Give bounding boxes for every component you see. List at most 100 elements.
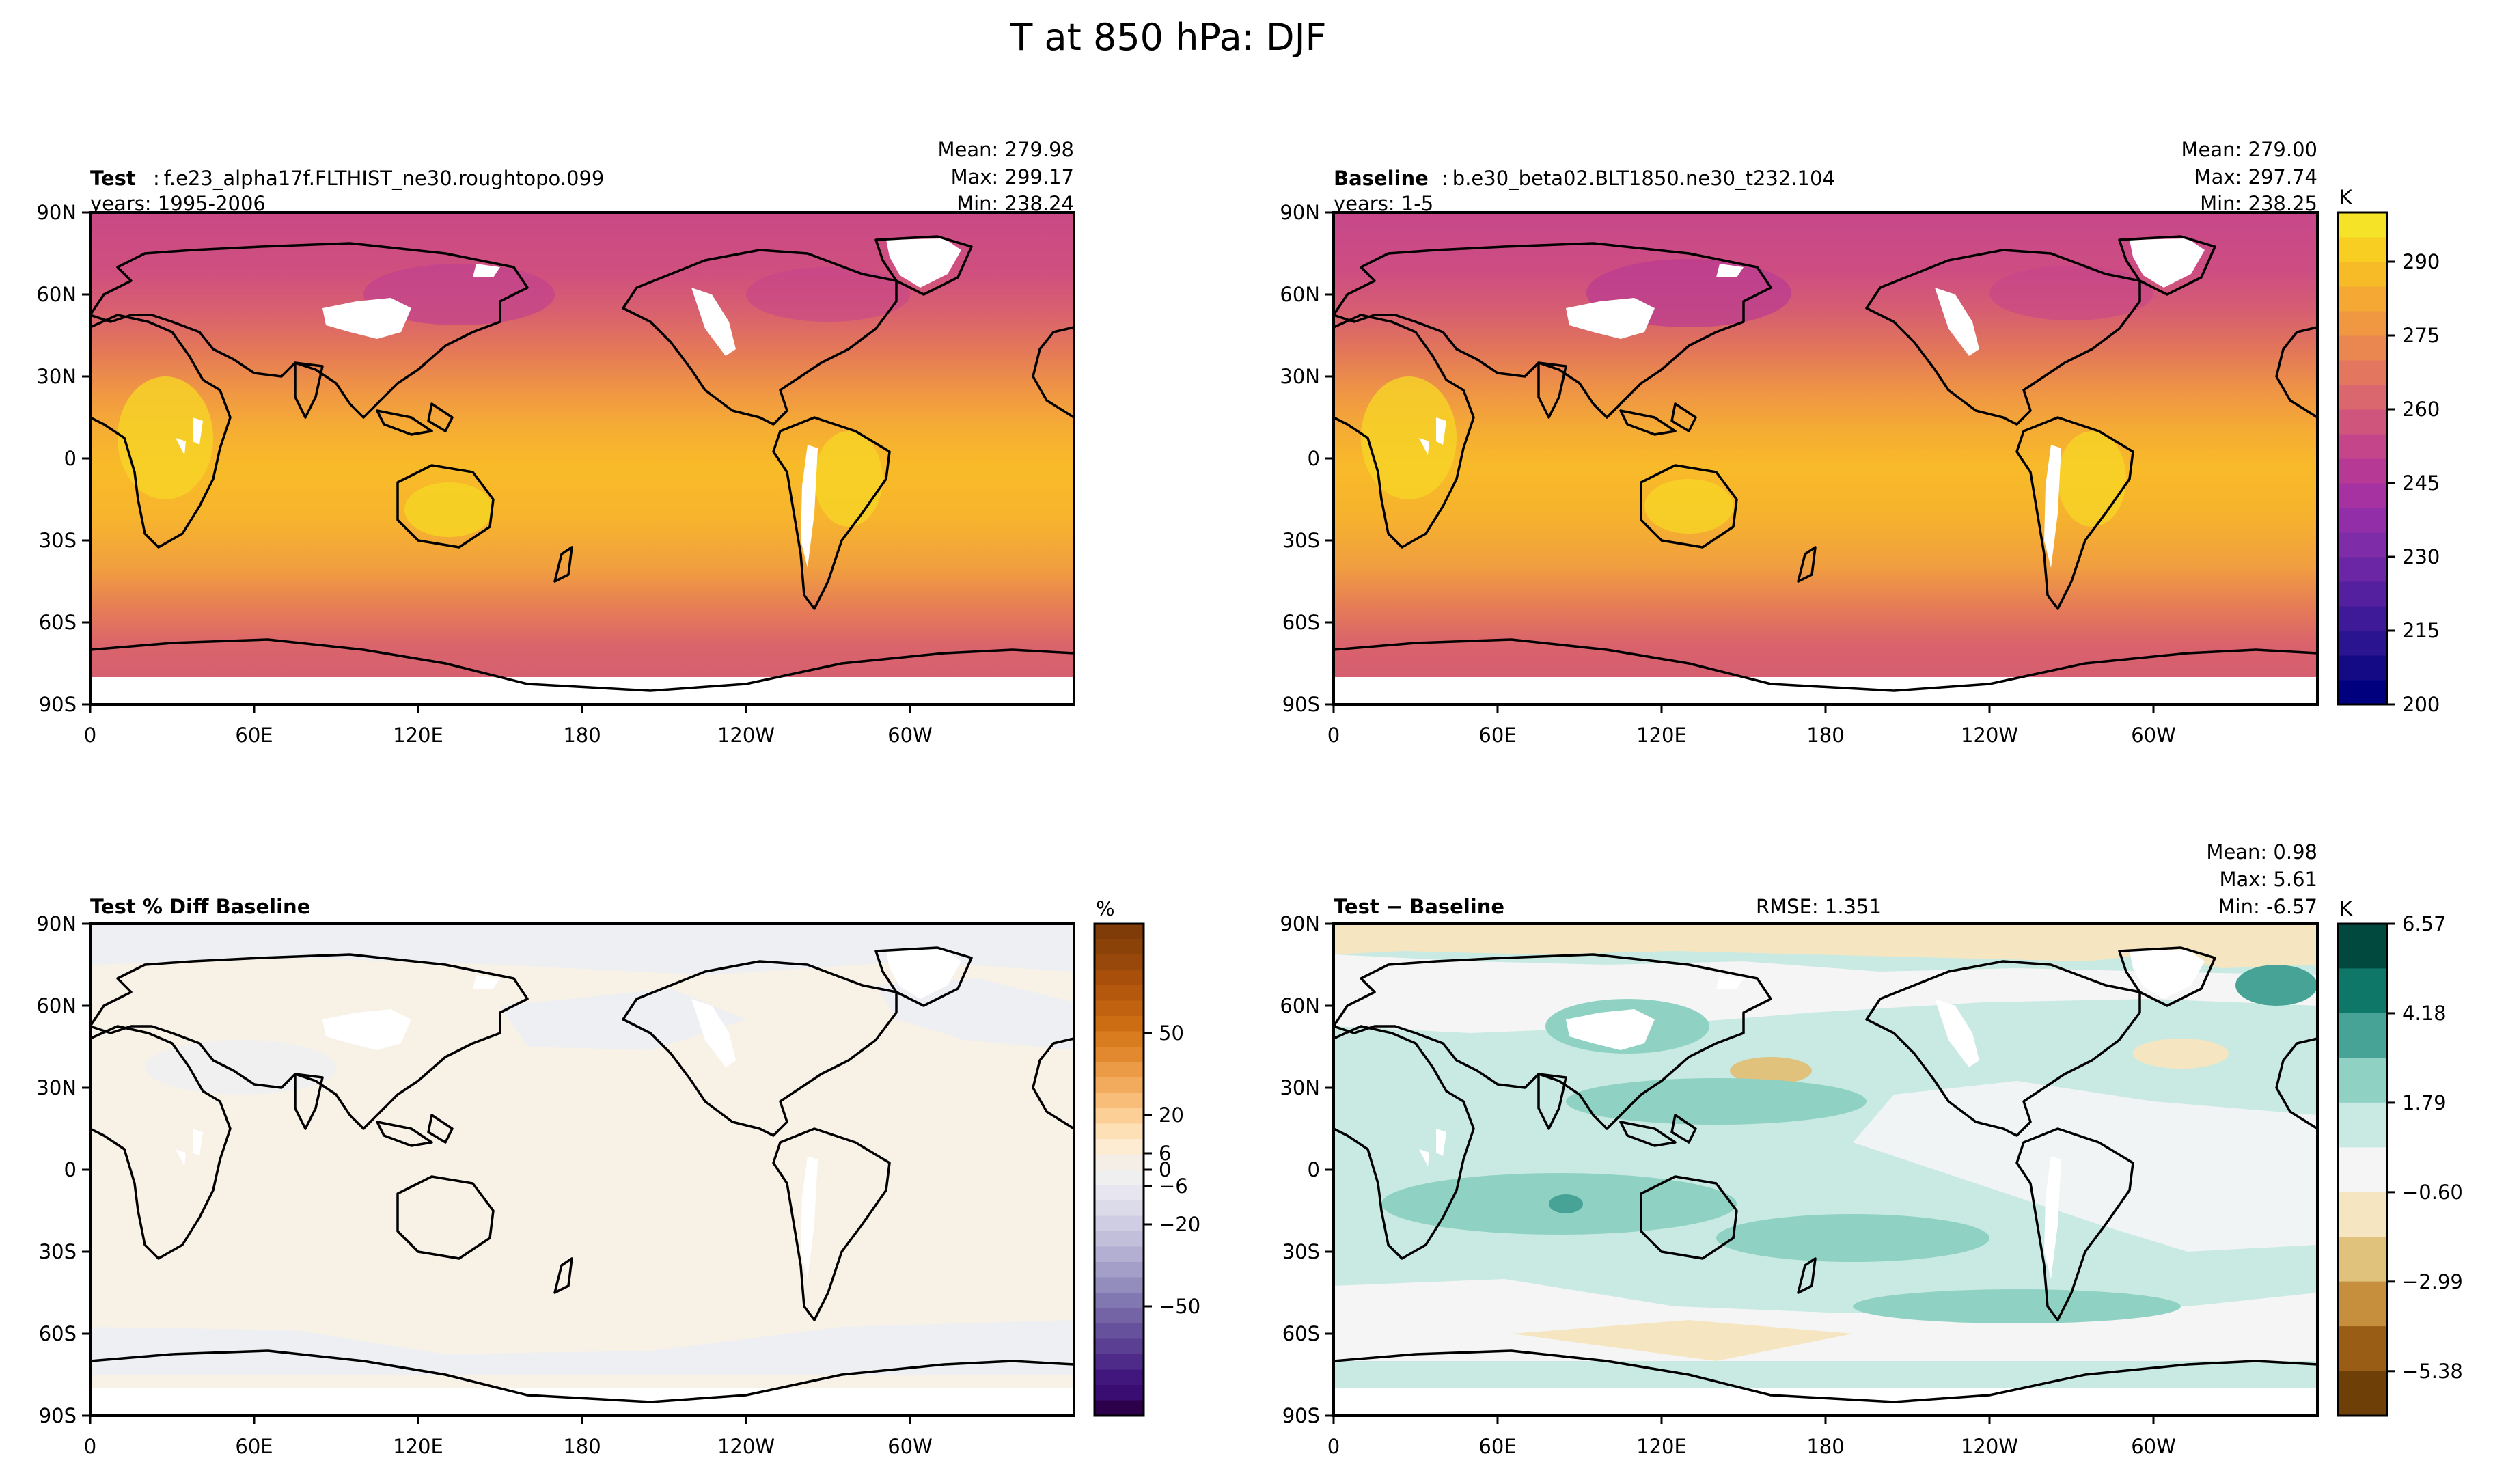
- colorbar-swatch: [1094, 1139, 1144, 1155]
- abs-diff-pac-teal: [1566, 1078, 1867, 1125]
- x-tick-label: 60W: [2131, 1435, 2176, 1458]
- colorbar-swatch: [2338, 286, 2387, 312]
- abs-diff-x-axis: 0 60E 120E 180 120W 60W: [1327, 1416, 2176, 1458]
- colorbar-swatch: [1094, 1338, 1144, 1355]
- colorbar-swatch: [1094, 954, 1144, 970]
- y-tick-label: 60N: [36, 994, 77, 1017]
- x-tick-label: 180: [563, 1435, 601, 1458]
- colorbar-swatch: [2338, 385, 2387, 410]
- abs-diff-rmse: RMSE: 1.351: [1756, 895, 1882, 918]
- y-tick-label: 60S: [39, 1322, 77, 1345]
- colorbar-swatch: [1094, 1093, 1144, 1109]
- colorbar-swatch: [1094, 985, 1144, 1001]
- colorbar-swatch: [1094, 1062, 1144, 1078]
- colorbar-swatch: [1094, 1385, 1144, 1401]
- colorbar-tick-label: −6: [1159, 1174, 1188, 1198]
- x-tick-label: 60E: [235, 724, 273, 747]
- colorbar-swatch: [1094, 1369, 1144, 1386]
- baseline-field: [1334, 212, 2317, 704]
- x-tick-label: 60W: [887, 1435, 933, 1458]
- colorbar-tick-label: 6.57: [2402, 912, 2447, 935]
- temperature-colorbar: K 200 215 230 245 260 275 290: [2337, 186, 2440, 716]
- pct-diff-southern: [90, 1320, 1074, 1375]
- colorbar-swatch: [1094, 1400, 1144, 1416]
- test-ne-canada-cold: [746, 267, 910, 322]
- abs-diff-natl-tan: [2133, 1039, 2229, 1069]
- baseline-panel: Baseline : b.e30_beta02.BLT1850.ne30_t232…: [1280, 138, 2319, 747]
- abs-diff-y-axis: 90N 60N 30N 0 30S 60S 90S: [1280, 912, 1334, 1427]
- test-sa-warm: [814, 431, 883, 527]
- test-australia-warm: [404, 482, 493, 537]
- pct-diff-colorbar-units: %: [1096, 897, 1115, 920]
- x-tick-label: 60E: [1478, 724, 1516, 747]
- abs-diff-so-teal: [1853, 1289, 2181, 1323]
- colorbar-swatch: [2338, 1371, 2387, 1416]
- colorbar-tick-label: 260: [2402, 398, 2440, 421]
- colorbar-tick-label: 0: [1159, 1158, 1171, 1181]
- colorbar-swatch: [2338, 237, 2387, 262]
- y-tick-label: 30S: [1282, 529, 1320, 552]
- y-tick-label: 30S: [1282, 1240, 1320, 1263]
- colorbar-swatch: [1094, 1308, 1144, 1324]
- abs-diff-mid-white: [1853, 1081, 2317, 1252]
- colorbar-swatch: [1094, 1231, 1144, 1247]
- colorbar-swatch: [2338, 360, 2387, 385]
- colorbar-swatch: [2338, 434, 2387, 459]
- test-label-case: : f.e23_alpha17f.FLTHIST_ne30.roughtopo.0…: [153, 167, 604, 190]
- test-label-bold: Test: [90, 167, 136, 190]
- colorbar-swatch: [2338, 1147, 2387, 1193]
- x-tick-label: 120W: [717, 724, 775, 747]
- colorbar-tick-label: 215: [2402, 619, 2440, 642]
- abs-diff-arctic-tan: [1334, 924, 2317, 968]
- colorbar-swatch: [2338, 1192, 2387, 1237]
- colorbar-swatch: [1094, 1154, 1144, 1170]
- test-siberia-cold: [363, 264, 555, 325]
- colorbar-swatch: [1094, 1185, 1144, 1201]
- colorbar-swatch: [1094, 924, 1144, 939]
- abs-diff-label: Test − Baseline: [1334, 895, 1504, 918]
- baseline-sa-warm: [2058, 431, 2126, 527]
- colorbar-tick-label: −5.38: [2402, 1360, 2463, 1383]
- test-stat-mean: Mean: 279.98: [938, 138, 1074, 161]
- y-tick-label: 60S: [1282, 611, 1320, 634]
- baseline-y-axis: 90N 60N 30N 0 30S 60S 90S: [1280, 201, 1334, 716]
- colorbar-swatch: [1094, 1354, 1144, 1370]
- abs-diff-spac-teal: [1716, 1214, 1989, 1262]
- x-tick-label: 120E: [393, 1435, 443, 1458]
- colorbar-swatch: [2338, 1237, 2387, 1282]
- colorbar-swatch: [2338, 508, 2387, 533]
- y-tick-label: 90N: [1280, 912, 1320, 935]
- test-field: [90, 212, 1074, 704]
- x-tick-label: 60E: [1478, 1435, 1516, 1458]
- colorbar-swatch: [1094, 970, 1144, 986]
- colorbar-swatch: [2338, 311, 2387, 336]
- abs-diff-colorbar-units: K: [2339, 897, 2353, 920]
- x-tick-label: 120E: [1636, 1435, 1687, 1458]
- colorbar-tick-label: −50: [1159, 1295, 1200, 1318]
- pct-diff-x-axis: 0 60E 120E 180 120W 60W: [84, 1416, 933, 1458]
- colorbar-swatch: [1094, 1108, 1144, 1124]
- y-tick-label: 0: [1308, 447, 1320, 470]
- baseline-x-axis: 0 60E 120E 180 120W 60W: [1327, 704, 2176, 747]
- y-tick-label: 90S: [39, 693, 77, 716]
- abs-diff-stat-min: Min: -6.57: [2218, 895, 2317, 918]
- y-tick-label: 60S: [39, 611, 77, 634]
- colorbar-swatch: [2338, 1058, 2387, 1103]
- x-tick-label: 0: [84, 724, 96, 747]
- colorbar-swatch: [2338, 968, 2387, 1014]
- test-x-axis: 0 60E 120E 180 120W 60W: [84, 704, 933, 747]
- y-tick-label: 90N: [36, 912, 77, 935]
- abs-diff-colorbar: K 6.57 4.18 1.79 −0.60 −2.99 −5.38: [2337, 897, 2463, 1417]
- colorbar-swatch: [1094, 1170, 1144, 1185]
- colorbar-swatch: [2338, 1102, 2387, 1148]
- test-panel: Test : f.e23_alpha17f.FLTHIST_ne30.rought…: [36, 138, 1075, 747]
- x-tick-label: 0: [84, 1435, 96, 1458]
- colorbar-swatch: [2338, 262, 2387, 287]
- abs-diff-arc-teal: [2235, 965, 2317, 1006]
- y-tick-label: 90S: [39, 1404, 77, 1427]
- colorbar-swatch: [1094, 1277, 1144, 1293]
- colorbar-swatch: [1094, 1016, 1144, 1032]
- y-tick-label: 30N: [36, 1076, 77, 1099]
- pct-diff-colorbar: % 50 20 60−6 −20 −50: [1093, 897, 1200, 1417]
- colorbar-swatch: [2338, 606, 2387, 631]
